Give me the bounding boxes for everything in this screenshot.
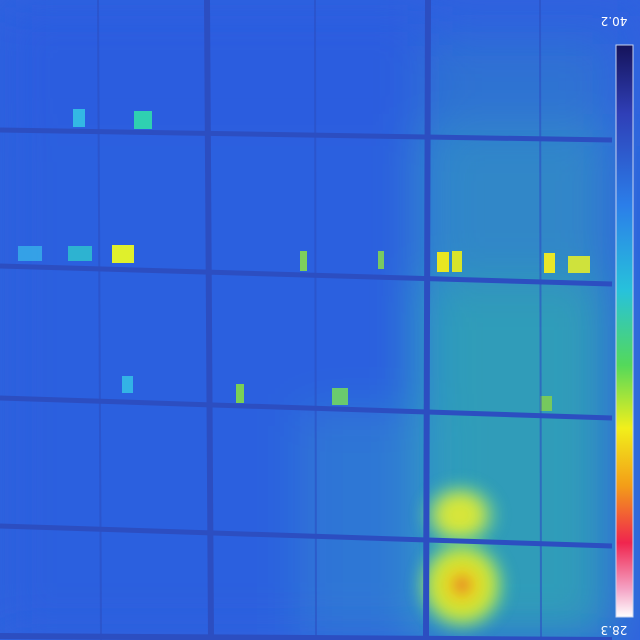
colorbar-max-label: 40.2 — [600, 14, 628, 28]
temperature-colorbar — [615, 44, 634, 618]
colorbar-min-label: 28.3 — [600, 623, 628, 637]
panel-frame-lines — [0, 0, 613, 640]
thermal-hot-spots — [18, 109, 590, 637]
